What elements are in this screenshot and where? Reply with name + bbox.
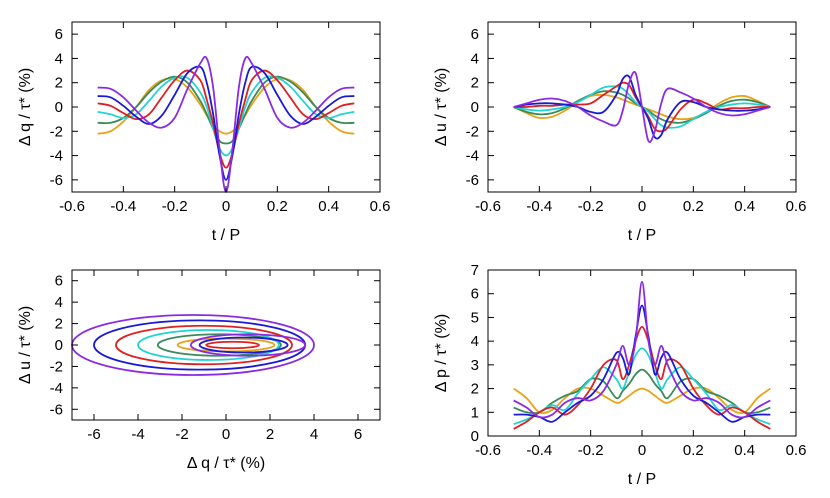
y-tick-label: 2 [471, 75, 479, 92]
series-line-1 [513, 386, 771, 414]
loop-curve-7 [205, 340, 260, 350]
series-line-3 [513, 347, 771, 425]
plot-frame [487, 269, 797, 437]
series-line-4 [513, 326, 771, 430]
series-line-6 [97, 55, 355, 193]
chart-panel-4: -0.6 -0.4 -0.2 0 0.2 0.4 0.6 0 1 2 3 4 5 6 7 t / P Δ p /… [433, 262, 806, 488]
x-tick-label: 0 [222, 198, 230, 215]
y-tick-label: 0 [55, 337, 63, 354]
y-tick-label: 6 [471, 26, 479, 43]
y-tick-label: 2 [55, 316, 63, 333]
x-tick-label: 0.4 [318, 198, 339, 215]
series-line-3 [97, 75, 355, 157]
y-tick-label: 6 [55, 273, 63, 290]
y-tick-label: 4 [471, 333, 479, 350]
y-tick-label: 0 [55, 99, 63, 116]
x-tick-label: -0.6 [475, 198, 501, 215]
y-tick-label: -6 [50, 401, 63, 418]
loop-curve-8 [198, 336, 289, 354]
y-tick-label: 7 [471, 262, 479, 279]
x-tick-label: 4 [310, 426, 318, 443]
loop-curve-4 [115, 324, 293, 366]
plot-area [97, 55, 355, 193]
x-tick-label: -0.4 [526, 442, 552, 459]
loop-curve-6 [71, 314, 315, 376]
loop-curve-9 [189, 333, 307, 357]
chart-panel-2: -0.6 -0.4 -0.2 0 0.2 0.4 0.6 -6 -4 -2 0 2 4 6 t / P Δ u… [433, 21, 807, 244]
x-tick-label: 0.6 [786, 442, 807, 459]
y-tick-label: -6 [466, 172, 479, 189]
y-tick-label: 5 [471, 309, 479, 326]
y-tick-label: 2 [55, 75, 63, 92]
y-axis-label: Δ u / τ* (%) [433, 68, 450, 146]
chart-panel-3: -6 -4 -2 0 2 4 6 -6 -4 -2 0 2 4 6 Δ q / τ* (%) Δ u / τ*… [17, 269, 381, 472]
x-tick-label: -0.2 [162, 198, 188, 215]
y-tick-label: -2 [50, 358, 63, 375]
x-tick-label: 0 [222, 426, 230, 443]
x-tick-label: -0.4 [110, 198, 136, 215]
y-tick-label: 4 [55, 50, 63, 67]
x-axis-label: Δ q / τ* (%) [187, 455, 265, 472]
y-axis-label: Δ q / τ* (%) [17, 68, 34, 146]
y-tick-label: -4 [50, 148, 63, 165]
y-tick-label: -4 [466, 148, 479, 165]
x-tick-label: 2 [266, 426, 274, 443]
x-tick-label: 0.6 [370, 198, 391, 215]
x-tick-label: 0.2 [267, 198, 288, 215]
x-tick-label: -0.2 [578, 198, 604, 215]
x-tick-label: 0.6 [786, 198, 807, 215]
y-tick-label: 4 [55, 294, 63, 311]
y-tick-label: 4 [471, 50, 479, 67]
y-tick-label: -4 [50, 380, 63, 397]
x-axis-label: t / P [628, 471, 656, 488]
x-tick-label: 0 [638, 442, 646, 459]
y-axis-label: Δ u / τ* (%) [17, 306, 34, 384]
y-axis-label: Δ p / τ* (%) [433, 314, 450, 392]
x-tick-label: -2 [175, 426, 188, 443]
x-tick-label: -0.2 [578, 442, 604, 459]
series-line-2 [97, 75, 355, 145]
y-tick-label: -2 [466, 123, 479, 140]
plot-area [513, 71, 771, 143]
chart-panel-1: -0.6 -0.4 -0.2 0 0.2 0.4 0.6 -6 -4 -2 0 2 4 6 t / P Δ q… [17, 21, 391, 244]
x-tick-label: -6 [87, 426, 100, 443]
y-tick-label: 1 [471, 404, 479, 421]
y-tick-label: 3 [471, 357, 479, 374]
x-tick-label: 0 [638, 198, 646, 215]
y-tick-label: -2 [50, 123, 63, 140]
x-tick-label: -0.6 [475, 442, 501, 459]
loop-curve-2 [156, 333, 282, 357]
x-axis-label: t / P [628, 227, 656, 244]
x-tick-label: -0.6 [59, 198, 85, 215]
x-axis-label: t / P [212, 227, 240, 244]
series-line-4 [97, 69, 355, 169]
plot-frame [71, 21, 381, 193]
series-line-6 [513, 71, 771, 143]
x-tick-label: 6 [354, 426, 362, 443]
series-line-5 [513, 304, 771, 423]
plot-area [513, 280, 771, 430]
series-line-1 [97, 77, 355, 135]
x-tick-label: -0.4 [526, 198, 552, 215]
y-tick-label: 0 [471, 99, 479, 116]
series-line-6 [513, 280, 771, 419]
y-tick-label: 2 [471, 381, 479, 398]
y-tick-label: 6 [55, 26, 63, 43]
x-tick-label: 0.4 [734, 198, 755, 215]
series-line-2 [513, 368, 771, 415]
plot-area [71, 314, 315, 376]
y-tick-label: 0 [471, 428, 479, 445]
x-tick-label: 0.4 [734, 442, 755, 459]
series-line-5 [97, 65, 355, 181]
x-tick-label: -4 [131, 426, 144, 443]
loop-curve-3 [137, 329, 280, 361]
y-tick-label: 6 [471, 286, 479, 303]
x-tick-label: 0.2 [683, 198, 704, 215]
x-tick-label: 0.2 [683, 442, 704, 459]
plot-frame [71, 269, 381, 421]
y-tick-label: -6 [50, 172, 63, 189]
